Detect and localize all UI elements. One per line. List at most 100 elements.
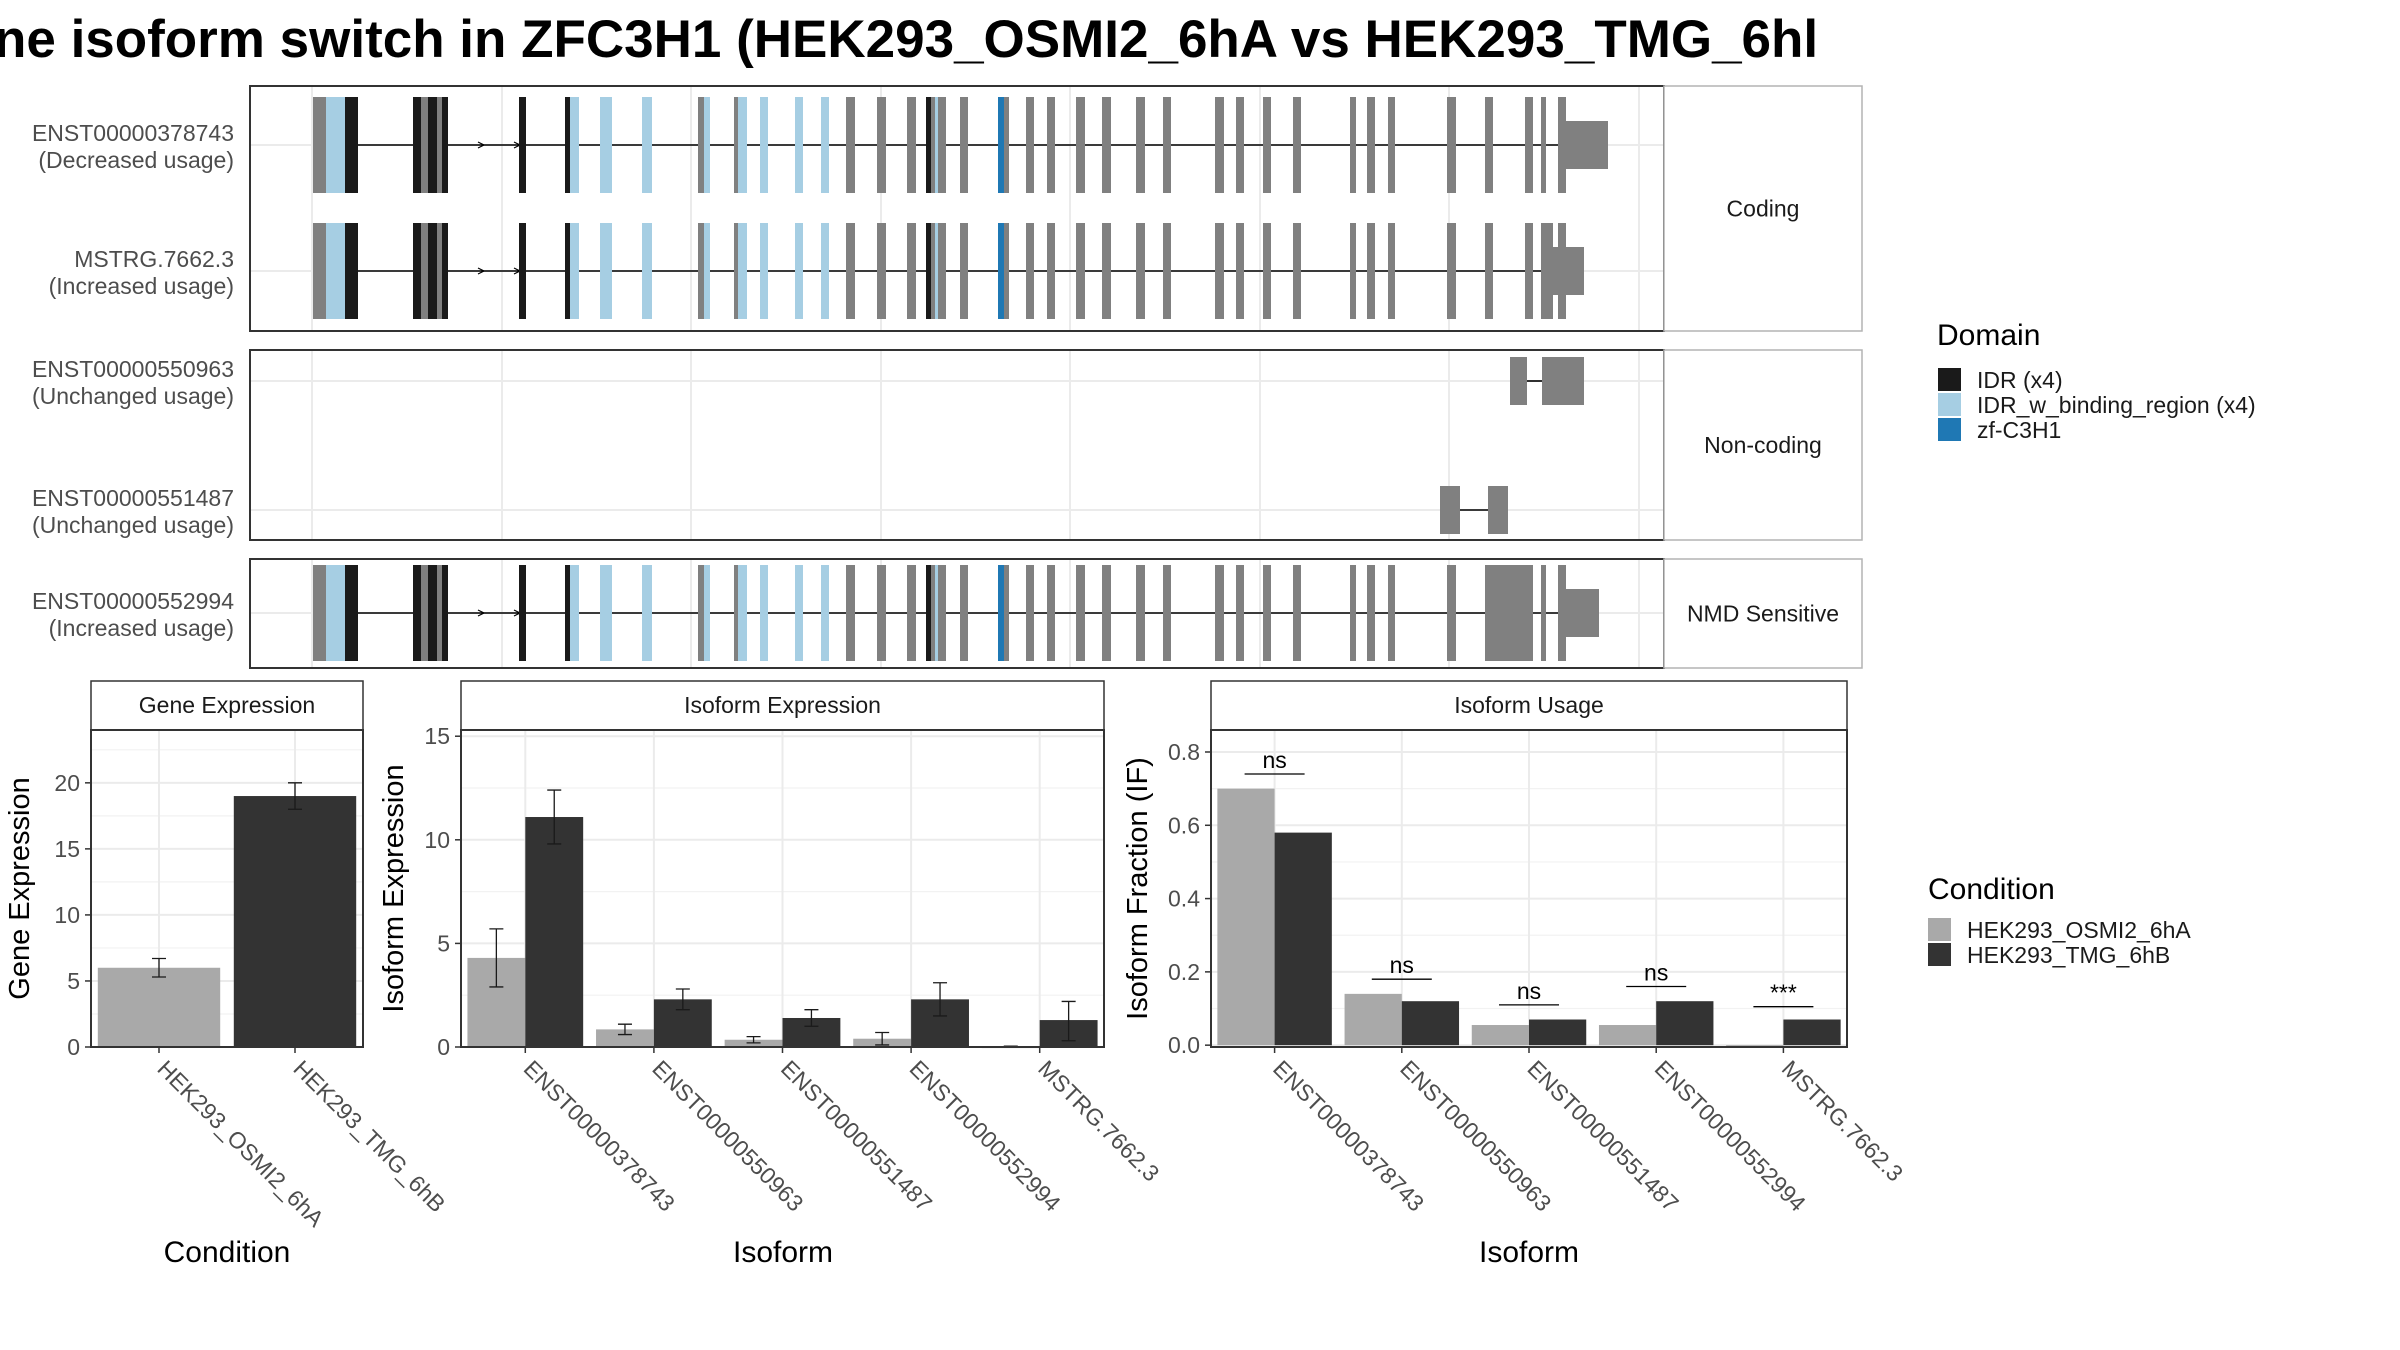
x-tick-label: HEK293_TMG_6hB [288,1055,450,1217]
exon [931,565,935,661]
exon [846,97,855,193]
domain-idr [345,565,350,661]
domain-zf [998,97,1004,193]
facet-strip-label: Non-coding [1704,432,1822,458]
exon [437,97,442,193]
bar [1726,1045,1784,1047]
exon [1525,565,1533,661]
noncoding-exon [1542,357,1584,405]
domain-idr [350,223,358,319]
domain-idr_binding [935,97,938,193]
exon [1566,121,1608,169]
domain-legend: Domain IDR (x4) IDR_w_binding_region (x4… [1937,319,2256,443]
domain-idr_binding [642,97,652,193]
exon [1293,565,1301,661]
exon [1047,97,1055,193]
domain-idr_binding [821,565,829,661]
isoform-track-ENST00000552994 [313,565,1599,661]
y-axis-title: Gene Expression [4,777,36,999]
domain-idr [442,565,448,661]
exon [1215,97,1224,193]
significance-label: *** [1770,980,1797,1006]
domain-idr [565,565,570,661]
error-bar [617,1023,632,1036]
isoform-name: ENST00000552994 [32,588,234,614]
exon [1485,223,1493,319]
bar [1217,788,1275,1046]
exon [1136,223,1145,319]
facet-strip [1663,349,1863,541]
domain-legend-title: Domain [1937,319,2040,352]
exon [1076,565,1085,661]
exon [1102,565,1111,661]
exon [907,97,916,193]
exon [421,223,428,319]
bar [1783,1019,1841,1046]
exon [1367,223,1375,319]
domain-idr [413,565,421,661]
exon [1485,97,1493,193]
exon [1236,565,1244,661]
domain-idr_binding [642,565,652,661]
domain-idr [519,565,526,661]
legend-label-idr-binding: IDR_w_binding_region (x4) [1977,392,2256,418]
exon [698,565,704,661]
domain-idr [345,223,350,319]
domain-idr [926,565,931,661]
domain-idr [926,223,931,319]
domain-idr_binding [821,223,829,319]
legend-key-idr-binding [1938,393,1961,416]
legend-label-tmg: HEK293_TMG_6hB [1967,942,2170,968]
domain-idr [519,223,526,319]
domain-idr [565,97,570,193]
exon [1047,565,1055,661]
legend-label-zf: zf-C3H1 [1977,417,2061,443]
exon [1367,97,1375,193]
isoform-track-ENST00000551487 [1440,486,1508,534]
bar [525,817,584,1047]
bar [1529,1019,1587,1046]
condition-legend: Condition HEK293_OSMI2_6hA HEK293_TMG_6h… [1928,873,2191,968]
y-tick-label: 15 [54,836,80,862]
exon [877,223,886,319]
domain-idr_binding [935,223,938,319]
exon [1525,223,1533,319]
exon [1076,223,1085,319]
exon [1293,223,1301,319]
error-bar [547,789,562,845]
exon [1263,97,1271,193]
chart-2: Isoform UsagensENST00000378743nsENST0000… [1122,680,1908,1269]
domain-idr_binding [600,97,612,193]
error-bar [1061,1000,1076,1042]
exon [1562,589,1599,637]
exon [1447,97,1456,193]
exon [960,223,968,319]
exon [734,223,738,319]
exon [1026,97,1034,193]
chart-title: Isoform Expression [684,692,881,718]
y-tick-label: 5 [437,930,450,956]
exon [1350,97,1356,193]
domain-idr_binding [935,565,938,661]
exon [1263,223,1271,319]
exon [1047,223,1055,319]
legend-key-zf [1938,418,1961,441]
exon [1447,223,1456,319]
exon [1236,97,1244,193]
domain-idr_binding [326,223,345,319]
exon [1485,565,1493,661]
chart-title: Isoform Usage [1454,692,1604,718]
error-bar [746,1035,761,1044]
isoform-usage: (Increased usage) [49,273,234,299]
y-tick-label: 5 [67,968,80,994]
exon [846,565,855,661]
isoform-usage: (Unchanged usage) [32,512,234,538]
error-bar [804,1009,819,1027]
noncoding-exon [1510,357,1527,405]
exon [421,565,428,661]
exon [1136,97,1145,193]
error-bar [288,782,302,810]
y-tick-label: 10 [424,827,450,853]
exon [1545,223,1553,319]
x-axis-title: Isoform [733,1236,833,1269]
